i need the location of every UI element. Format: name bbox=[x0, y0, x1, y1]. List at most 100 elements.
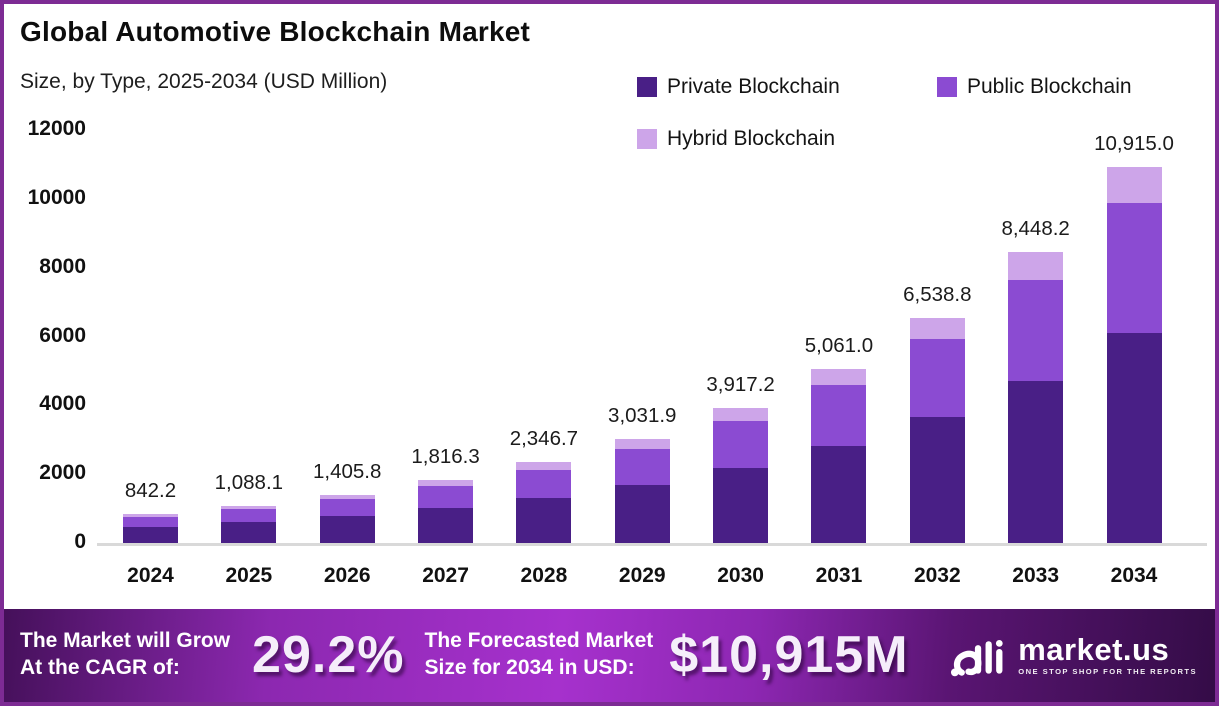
bar-2025 bbox=[221, 505, 277, 543]
bar-total-label: 3,917.2 bbox=[706, 373, 775, 397]
bar-segment-private bbox=[1008, 380, 1064, 543]
cagr-label: The Market will Grow At the CAGR of: bbox=[20, 628, 230, 682]
legend-swatch-hybrid bbox=[637, 129, 657, 149]
cagr-label-line2: At the CAGR of: bbox=[20, 656, 180, 680]
legend-label: Public Blockchain bbox=[967, 75, 1132, 98]
bar-segment-private bbox=[811, 445, 867, 543]
y-axis-tick-label: 12000 bbox=[27, 117, 86, 140]
bar-segment-hybrid bbox=[221, 505, 277, 510]
x-axis-tick-label: 2033 bbox=[1012, 564, 1059, 587]
bar-segment-public bbox=[909, 339, 965, 418]
x-axis-tick-label: 2026 bbox=[323, 564, 371, 587]
x-axis-tick-label: 2034 bbox=[1110, 564, 1158, 587]
bar-2034 bbox=[1106, 167, 1162, 543]
legend-item-private: Private Blockchain bbox=[637, 75, 840, 99]
bar-segment-private bbox=[221, 522, 277, 543]
bar-2031 bbox=[811, 368, 867, 543]
y-axis-tick-label: 10000 bbox=[27, 185, 86, 209]
bar-total-label: 5,061.0 bbox=[804, 333, 874, 357]
bar-2027 bbox=[418, 480, 474, 543]
legend-label: Hybrid Blockchain bbox=[667, 127, 836, 150]
bar-segment-private bbox=[418, 508, 474, 543]
bar-2028 bbox=[516, 462, 572, 543]
legend-swatch-public bbox=[937, 77, 957, 97]
bar-2024 bbox=[123, 514, 178, 543]
bar-segment-private bbox=[516, 497, 572, 543]
bar-segment-private bbox=[713, 467, 769, 543]
bar-total-label: 10,915.0 bbox=[1094, 132, 1174, 156]
x-axis-tick-label: 2027 bbox=[422, 564, 469, 587]
bar-segment-hybrid bbox=[811, 368, 867, 386]
y-axis-tick-label: 4000 bbox=[39, 392, 86, 416]
forecast-label-line2: Size for 2034 in USD: bbox=[424, 656, 635, 680]
bar-segment-public bbox=[811, 385, 867, 446]
bar-segment-private bbox=[909, 417, 965, 543]
x-axis-line bbox=[97, 543, 1207, 546]
bar-segment-private bbox=[319, 516, 375, 543]
market-us-logo-icon bbox=[951, 640, 1003, 677]
y-axis-tick-label: 0 bbox=[74, 530, 86, 553]
bar-total-label: 6,538.8 bbox=[903, 282, 972, 306]
x-axis-tick-label: 2031 bbox=[815, 564, 863, 587]
bar-segment-hybrid bbox=[909, 317, 965, 340]
bar-segment-public bbox=[516, 469, 572, 498]
bar-segment-public bbox=[713, 420, 769, 468]
x-axis-tick-label: 2024 bbox=[127, 564, 174, 587]
y-axis-tick-label: 2000 bbox=[39, 461, 86, 485]
bar-segment-public bbox=[418, 486, 474, 509]
bar-segment-hybrid bbox=[1008, 252, 1064, 280]
bar-segment-public bbox=[319, 499, 375, 516]
chart-area: Global Automotive Blockchain Market Size… bbox=[4, 4, 1215, 609]
bar-total-label: 1,816.3 bbox=[411, 445, 480, 469]
brand-tagline: ONE STOP SHOP FOR THE REPORTS bbox=[1018, 667, 1197, 677]
cagr-value: 29.2% bbox=[252, 626, 405, 685]
bar-segment-hybrid bbox=[418, 480, 474, 487]
bar-segment-hybrid bbox=[614, 438, 670, 449]
y-axis-tick-label: 6000 bbox=[39, 323, 86, 347]
chart-title: Global Automotive Blockchain Market bbox=[20, 16, 531, 47]
forecast-label-line1: The Forecasted Market bbox=[424, 629, 654, 653]
legend-item-hybrid: Hybrid Blockchain bbox=[637, 127, 835, 151]
bar-segment-public bbox=[221, 509, 277, 523]
bar-total-label: 2,346.7 bbox=[509, 427, 579, 451]
bar-2029 bbox=[614, 438, 670, 543]
y-axis-tick-label: 8000 bbox=[39, 254, 86, 278]
x-axis-tick-label: 2032 bbox=[913, 564, 961, 587]
x-axis-tick-label: 2029 bbox=[618, 564, 666, 587]
bar-2026 bbox=[319, 494, 375, 543]
legend-label: Private Blockchain bbox=[667, 75, 840, 98]
bar-segment-hybrid bbox=[1106, 167, 1162, 204]
stats-banner: The Market will Grow At the CAGR of: 29.… bbox=[4, 608, 1215, 702]
cagr-label-line1: The Market will Grow bbox=[20, 629, 231, 653]
chart-subtitle: Size, by Type, 2025-2034 (USD Million) bbox=[20, 70, 388, 93]
bar-segment-public bbox=[614, 448, 670, 485]
x-axis-tick-label: 2030 bbox=[717, 564, 764, 587]
bar-segment-hybrid bbox=[319, 494, 375, 500]
brand-block[interactable]: market.us ONE STOP SHOP FOR THE REPORTS bbox=[950, 629, 1201, 681]
bar-2032 bbox=[909, 317, 965, 543]
x-axis-tick-label: 2028 bbox=[520, 564, 568, 587]
bar-total-label: 3,031.9 bbox=[608, 403, 677, 427]
bar-total-label: 842.2 bbox=[124, 479, 177, 502]
bar-segment-public bbox=[1106, 203, 1162, 334]
bar-segment-public bbox=[123, 516, 178, 527]
forecast-value: $10,915M bbox=[669, 626, 909, 685]
legend-item-public: Public Blockchain bbox=[937, 75, 1132, 99]
bar-total-label: 1,405.8 bbox=[312, 459, 382, 483]
legend-swatch-private bbox=[637, 77, 657, 97]
bar-2033 bbox=[1008, 252, 1064, 543]
bar-segment-private bbox=[1106, 333, 1162, 543]
bar-total-label: 8,448.2 bbox=[1001, 217, 1070, 241]
x-axis-tick-label: 2025 bbox=[225, 564, 273, 587]
bar-segment-hybrid bbox=[123, 514, 178, 517]
brand-text: market.us ONE STOP SHOP FOR THE REPORTS bbox=[1018, 634, 1197, 676]
brand-name: market.us bbox=[1018, 632, 1170, 668]
bar-segment-public bbox=[1008, 279, 1064, 381]
forecast-label: The Forecasted Market Size for 2034 in U… bbox=[425, 628, 654, 682]
bar-2030 bbox=[713, 408, 769, 543]
bar-segment-hybrid bbox=[516, 462, 572, 470]
bar-segment-private bbox=[614, 484, 670, 543]
bar-total-label: 1,088.1 bbox=[214, 470, 284, 494]
bar-segment-private bbox=[123, 526, 178, 543]
